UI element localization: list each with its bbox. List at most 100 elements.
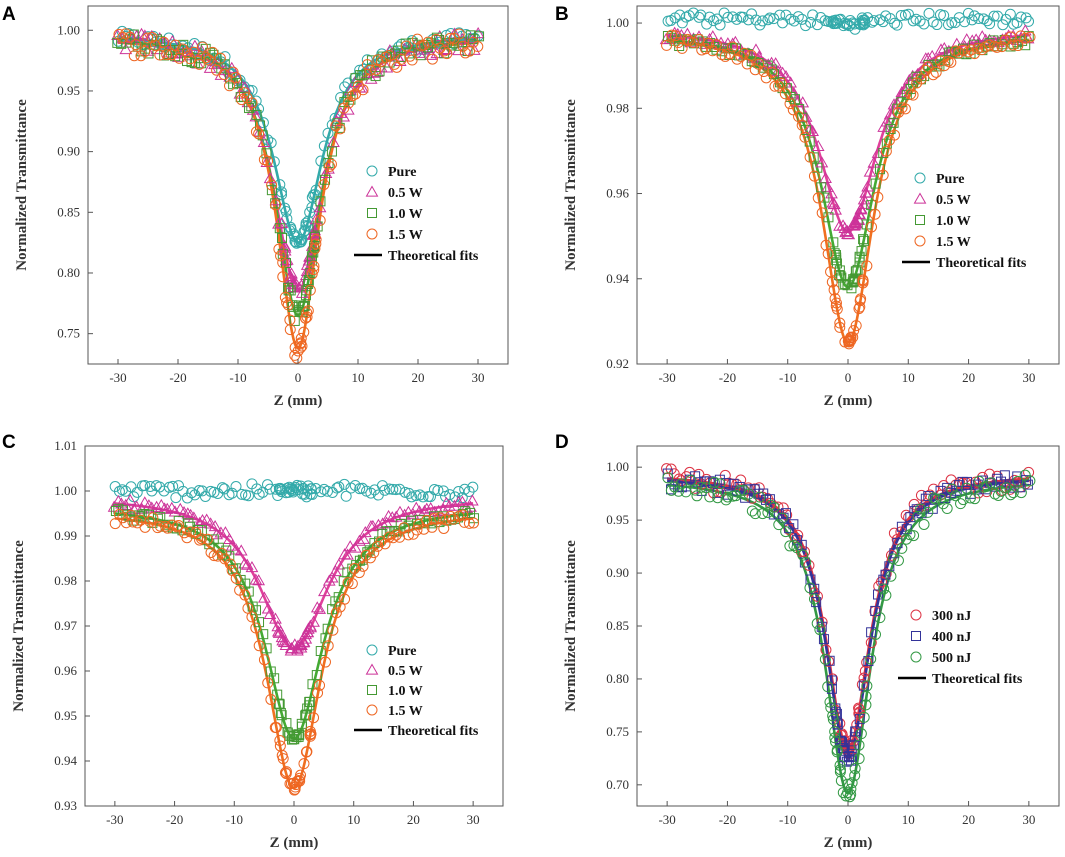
data-point — [208, 550, 220, 562]
data-point — [346, 578, 358, 590]
data-point — [364, 64, 376, 76]
data-point — [463, 485, 475, 497]
panel-c-y-ticks: 0.93 0.94 0.95 0.96 0.97 0.98 0.99 1.00 1.01 — [54, 438, 90, 813]
x-tick-label: 30 — [472, 370, 485, 385]
data-point — [315, 196, 326, 207]
x-tick-label: -30 — [106, 812, 123, 827]
data-point — [393, 505, 407, 517]
data-point — [840, 790, 852, 802]
data-point — [181, 507, 195, 519]
data-point — [333, 592, 344, 603]
data-point — [822, 681, 834, 693]
data-point — [840, 224, 854, 237]
data-point — [301, 626, 315, 638]
x-tick-label: 30 — [1022, 812, 1035, 827]
y-tick-label: 0.90 — [57, 144, 80, 159]
data-point — [246, 97, 258, 109]
data-point — [113, 508, 125, 520]
data-point — [337, 110, 351, 122]
data-point — [193, 485, 205, 497]
data-point — [1023, 31, 1034, 42]
data-point — [428, 513, 440, 525]
data-point — [866, 200, 877, 211]
data-point — [289, 734, 300, 745]
data-point — [780, 526, 792, 538]
data-point — [275, 216, 289, 228]
legend-marker — [367, 208, 377, 218]
y-tick-label: 0.90 — [606, 565, 629, 580]
data-point — [834, 759, 846, 771]
data-point — [145, 501, 159, 513]
data-point — [387, 483, 399, 495]
x-tick-label: 20 — [962, 812, 975, 827]
data-point — [465, 494, 479, 506]
data-point — [860, 690, 872, 702]
y-tick-label: 0.95 — [606, 512, 629, 527]
data-point — [277, 753, 289, 765]
data-point — [339, 97, 350, 108]
data-point — [272, 626, 286, 638]
data-point — [326, 146, 337, 157]
data-point — [969, 493, 981, 505]
data-point — [298, 758, 310, 770]
data-point — [731, 485, 742, 496]
data-point — [839, 745, 850, 756]
data-point — [848, 739, 859, 750]
x-tick-label: 20 — [962, 370, 975, 385]
data-point — [223, 532, 236, 545]
data-point — [306, 268, 318, 280]
data-point — [169, 39, 181, 51]
data-point — [805, 16, 817, 28]
data-point — [289, 781, 301, 793]
data-point — [310, 238, 322, 250]
x-tick-label: -30 — [658, 812, 675, 827]
data-point — [853, 303, 865, 315]
data-point — [303, 275, 314, 286]
data-point — [196, 485, 208, 497]
data-point — [857, 193, 871, 205]
data-point — [298, 326, 310, 338]
data-point — [808, 593, 820, 605]
x-tick-label: -30 — [109, 370, 126, 385]
data-point — [309, 243, 321, 255]
y-tick-label: 0.97 — [54, 618, 77, 633]
data-point — [822, 248, 834, 260]
panel-b-x-axis-label: Z (mm) — [824, 393, 873, 409]
data-point — [693, 11, 705, 23]
legend-marker — [914, 172, 926, 184]
legend-entry: Pure — [388, 165, 417, 180]
data-point — [907, 15, 919, 27]
data-point — [825, 266, 837, 278]
data-point — [421, 514, 433, 526]
data-point — [348, 75, 362, 87]
data-point — [788, 539, 800, 551]
data-point — [693, 33, 705, 45]
panel-b-y-axis-label: Normalized Transmittance — [563, 99, 579, 271]
data-point — [863, 656, 874, 667]
legend-marker — [911, 631, 921, 641]
legend-marker — [366, 165, 378, 177]
data-point — [938, 60, 950, 72]
data-point — [918, 518, 930, 530]
data-point — [934, 43, 948, 55]
data-point — [417, 491, 429, 503]
data-point — [871, 146, 885, 158]
data-point — [876, 576, 888, 588]
panel-d-y-ticks: 0.70 0.75 0.80 0.85 0.90 0.95 1.00 — [606, 459, 642, 792]
data-point — [160, 502, 174, 514]
data-point — [962, 46, 974, 58]
data-point — [322, 162, 335, 174]
data-point — [184, 53, 196, 65]
data-point — [300, 312, 312, 324]
data-point — [161, 49, 173, 61]
data-point — [297, 482, 309, 494]
data-point — [147, 512, 159, 524]
data-point — [1011, 17, 1023, 29]
data-point — [861, 656, 873, 668]
panel-a-y-axis-label: Normalized Transmittance — [14, 99, 30, 271]
data-point — [964, 492, 976, 504]
panel-c-x-ticks: -30 -20 -10 0 10 20 30 — [106, 801, 480, 827]
data-point — [262, 155, 274, 167]
data-point — [255, 120, 266, 131]
data-point — [188, 46, 200, 58]
